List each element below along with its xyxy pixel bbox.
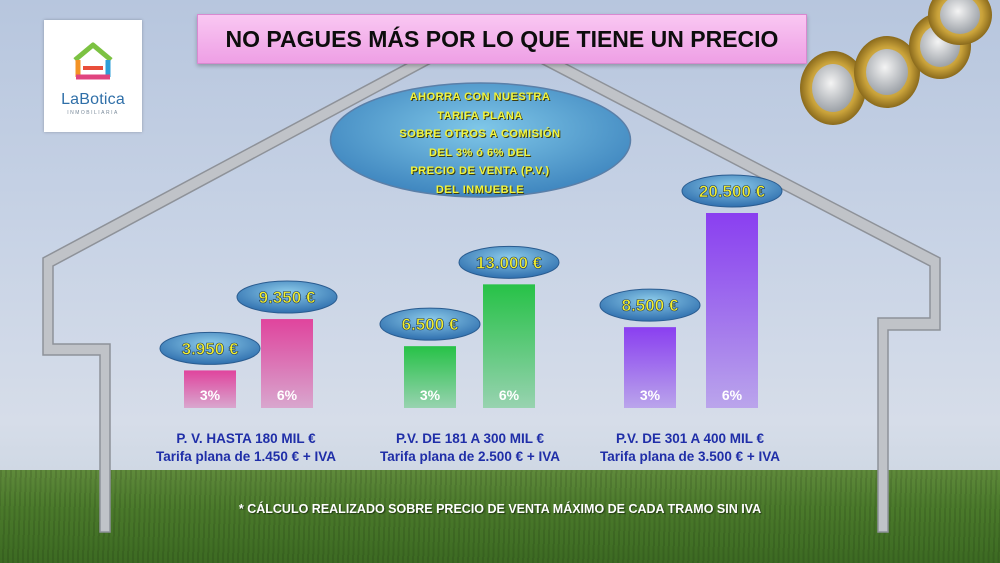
callout-line: PRECIO DE VENTA (P.V.) <box>410 165 550 177</box>
callout-ellipse <box>329 82 632 198</box>
bar-1-6% <box>261 319 313 408</box>
group-2-range: P.V. DE 181 A 300 MIL € <box>395 431 545 446</box>
bar-3-3% <box>624 327 676 408</box>
group-2-flat-rate: Tarifa plana de 2.500 € + IVA <box>380 449 560 464</box>
bar-1-3% <box>184 370 236 408</box>
bar-value-label: 9.350 € <box>259 288 316 307</box>
bar-rate-label: 3% <box>200 387 221 403</box>
bar-value-label: 3.950 € <box>182 339 239 358</box>
bar-3-6% <box>706 213 758 408</box>
bar-rate-label: 6% <box>277 387 298 403</box>
bar-value-label: 20.500 € <box>699 182 766 201</box>
footnote: * CÁLCULO REALIZADO SOBRE PRECIO DE VENT… <box>238 502 762 516</box>
bar-rate-label: 6% <box>499 387 520 403</box>
group-1-range: P. V. HASTA 180 MIL € <box>176 431 316 446</box>
bar-rate-label: 3% <box>420 387 441 403</box>
bar-value-label: 8.500 € <box>622 296 679 315</box>
callout-line: DEL 3% ó 6% DEL <box>428 146 532 159</box>
bar-value-label: 6.500 € <box>402 315 459 334</box>
group-1-flat-rate: Tarifa plana de 1.450 € + IVA <box>156 449 336 464</box>
logo-tagline: INMOBILIARIA <box>67 110 119 116</box>
bar-value-label: 13.000 € <box>476 253 543 272</box>
value-label-bubble <box>236 280 338 314</box>
coin-1 <box>800 51 866 125</box>
value-label-bubble <box>159 331 261 365</box>
callout-line: SOBRE OTROS A COMISIÓN <box>399 128 561 140</box>
house-logo-icon <box>73 42 113 80</box>
bar-2-6% <box>483 284 535 408</box>
grass-background <box>0 470 1000 563</box>
callout-line: TARIFA PLANA <box>437 109 523 122</box>
value-label-bubble <box>681 174 783 208</box>
bar-rate-label: 6% <box>722 387 743 403</box>
coin-2 <box>854 36 920 108</box>
group-label-3: P.V. DE 301 A 400 MIL € Tarifa plana de … <box>560 430 820 466</box>
callout-text: AHORRA CON NUESTRA TARIFA PLANA SOBRE OTRO… <box>340 88 620 199</box>
bar-rate-label: 3% <box>640 387 661 403</box>
value-label-bubble <box>379 307 481 341</box>
group-label-2: P.V. DE 181 A 300 MIL € Tarifa plana de … <box>340 430 600 466</box>
logo-name: LaBotica <box>61 91 125 108</box>
page-title: NO PAGUES MÁS POR LO QUE TIENE UN PRECIO <box>197 14 807 64</box>
value-label-bubble <box>599 288 701 322</box>
callout-line: DEL INMUEBLE <box>435 183 525 196</box>
brand-logo: LaBotica INMOBILIARIA <box>44 20 142 132</box>
bar-2-3% <box>404 346 456 408</box>
value-label-bubble <box>458 245 560 279</box>
group-label-1: P. V. HASTA 180 MIL € Tarifa plana de 1.… <box>116 430 376 466</box>
group-3-range: P.V. DE 301 A 400 MIL € <box>615 431 765 446</box>
group-3-flat-rate: Tarifa plana de 3.500 € + IVA <box>600 449 780 464</box>
coin-4 <box>928 0 992 45</box>
callout-line: AHORRA CON NUESTRA <box>409 91 551 103</box>
